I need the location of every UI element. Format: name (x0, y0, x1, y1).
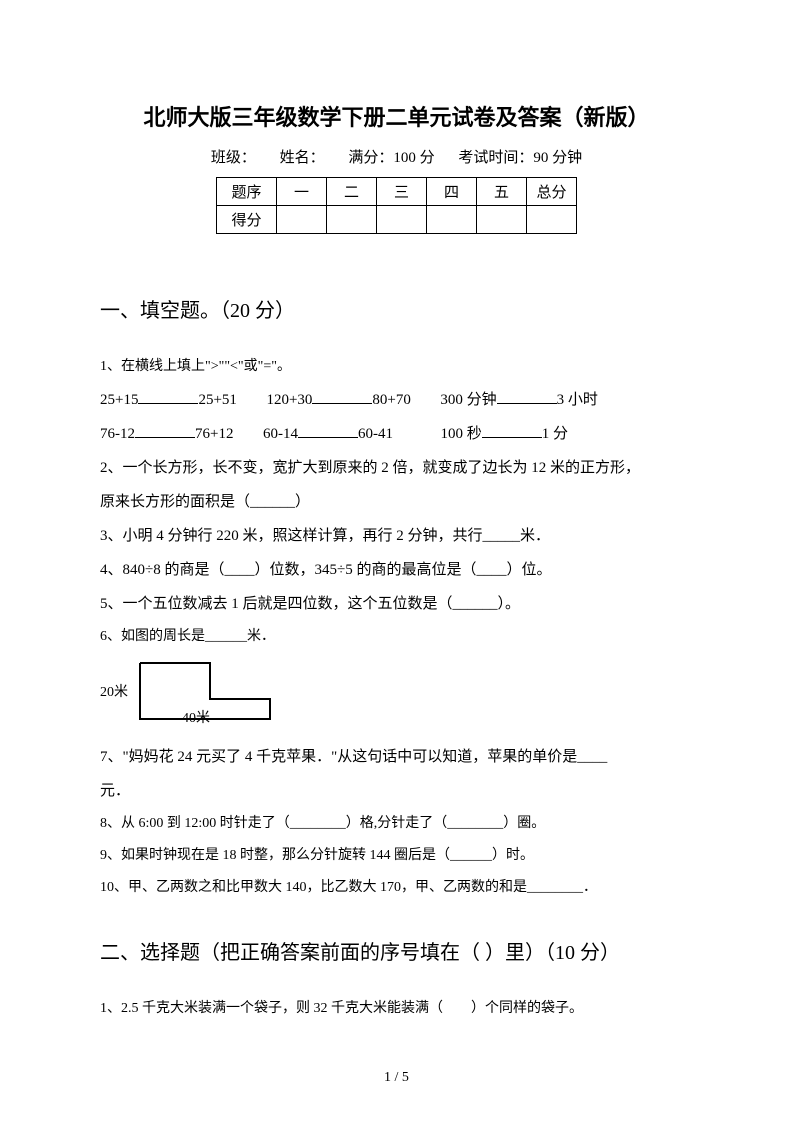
q5: 5、一个五位数减去 1 后就是四位数，这个五位数是（______）。 (100, 589, 693, 619)
text: 120+30 (266, 392, 312, 408)
cell: 五 (477, 178, 527, 206)
cell (377, 206, 427, 234)
text: 60-14 (263, 426, 298, 442)
table-row: 题序 一 二 三 四 五 总分 (217, 178, 577, 206)
cell: 题序 (217, 178, 277, 206)
q1-row2: 76-12 76+12 60-14 60-41 100 秒 1 分 (100, 419, 693, 449)
time-label: 考试时间：90 分钟 (458, 150, 582, 166)
section-1-heading: 一、填空题。（20 分） (100, 294, 693, 323)
q2-line1: 2、一个长方形，长不变，宽扩大到原来的 2 倍，就变成了边长为 12 米的正方形… (100, 453, 693, 483)
section-2-heading: 二、选择题（把正确答案前面的序号填在（ ）里）（10 分） (100, 936, 693, 965)
q2-line2: 原来长方形的面积是（______） (100, 487, 693, 517)
page-number: 1 / 5 (0, 1070, 793, 1086)
figure-l-shape: 20米 40米 (100, 657, 300, 732)
cell (327, 206, 377, 234)
cell: 三 (377, 178, 427, 206)
q3: 3、小明 4 分钟行 220 米，照这样计算，再行 2 分钟，共行_____米． (100, 521, 693, 551)
cell (277, 206, 327, 234)
fullmark-label: 满分：100 分 (348, 150, 434, 166)
text: 60-41 (358, 426, 393, 442)
cell: 总分 (527, 178, 577, 206)
figure-label-20: 20米 (100, 681, 128, 701)
q7-line1: 7、"妈妈花 24 元买了 4 千克苹果．"从这句话中可以知道，苹果的单价是__… (100, 742, 693, 772)
name-label: 姓名： (280, 150, 325, 166)
text: 25+15 (100, 392, 138, 408)
q1-lead: 1、在横线上填上">""<"或"="。 (100, 353, 693, 381)
q8: 8、从 6:00 到 12:00 时针走了（________）格,分针走了（__… (100, 810, 693, 838)
text: 100 秒 (440, 426, 481, 442)
q9: 9、如果时钟现在是 18 时整，那么分针旋转 144 圈后是（______）时。 (100, 842, 693, 870)
q1-row1: 25+15 25+51 120+30 80+70 300 分钟 3 小时 (100, 385, 693, 415)
text: 76+12 (195, 426, 233, 442)
cell (477, 206, 527, 234)
text: 80+70 (372, 392, 410, 408)
text: 1 分 (542, 426, 568, 442)
score-table: 题序 一 二 三 四 五 总分 得分 (216, 177, 577, 234)
cell: 一 (277, 178, 327, 206)
q2-1: 1、2.5 千克大米装满一个袋子，则 32 千克大米能装满（ ）个同样的袋子。 (100, 995, 693, 1023)
q7-line2: 元． (100, 776, 693, 806)
q4: 4、840÷8 的商是（____）位数，345÷5 的商的最高位是（____）位… (100, 555, 693, 585)
q6: 6、如图的周长是______米． (100, 623, 693, 651)
cell: 二 (327, 178, 377, 206)
cell (427, 206, 477, 234)
exam-info: 班级： 姓名： 满分：100 分 考试时间：90 分钟 (100, 146, 693, 167)
text: 25+51 (198, 392, 236, 408)
figure-label-40: 40米 (182, 707, 210, 727)
q10: 10、甲、乙两数之和比甲数大 140，比乙数大 170，甲、乙两数的和是____… (100, 874, 693, 902)
class-label: 班级： (211, 150, 256, 166)
text: 76-12 (100, 426, 135, 442)
text: 300 分钟 (440, 392, 496, 408)
text: 3 小时 (557, 392, 598, 408)
cell (527, 206, 577, 234)
cell: 得分 (217, 206, 277, 234)
page-title: 北师大版三年级数学下册二单元试卷及答案（新版） (100, 100, 693, 132)
cell: 四 (427, 178, 477, 206)
table-row: 得分 (217, 206, 577, 234)
